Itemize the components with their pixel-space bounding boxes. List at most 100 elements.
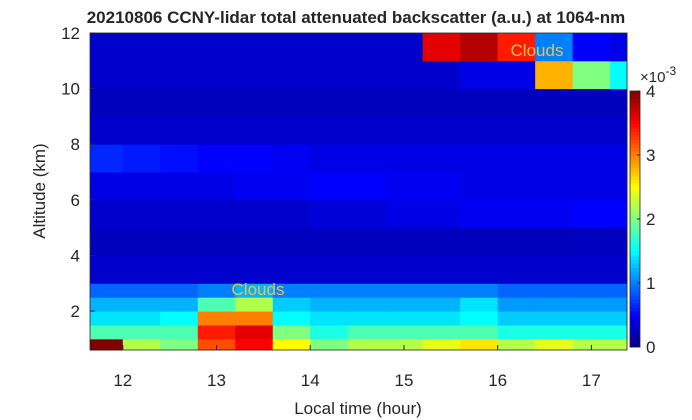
heat-cell xyxy=(272,199,311,229)
heat-cell xyxy=(122,297,161,312)
colorbar-swatch xyxy=(630,111,640,116)
heat-cell xyxy=(235,255,274,284)
heat-cell xyxy=(310,338,349,351)
heat-cell xyxy=(160,172,199,201)
heat-cell xyxy=(497,297,536,312)
colorbar-swatch xyxy=(630,283,640,288)
colorbar-swatch xyxy=(630,307,640,312)
colorbar-swatch xyxy=(630,299,640,304)
colorbar-tick-label: 0 xyxy=(646,338,655,357)
heat-cell xyxy=(235,199,274,229)
heat-cell xyxy=(347,311,386,326)
y-tick-label: 4 xyxy=(71,246,80,265)
colorbar-swatch xyxy=(630,247,640,252)
heat-cell xyxy=(535,324,574,340)
colorbar-swatch xyxy=(630,143,640,148)
colorbar-scale-exponent: -3 xyxy=(665,64,676,78)
heat-cell xyxy=(385,255,424,284)
heat-cell xyxy=(347,60,386,90)
heat-cell xyxy=(610,60,628,90)
x-tick-label: 17 xyxy=(582,371,601,390)
heat-cell xyxy=(310,324,349,340)
heat-cell xyxy=(422,227,461,256)
colorbar-swatch xyxy=(630,239,640,244)
colorbar-swatch xyxy=(630,163,640,168)
heat-cell xyxy=(347,338,386,351)
heat-cell xyxy=(535,283,574,298)
colorbar-swatch xyxy=(630,191,640,196)
colorbar-swatch xyxy=(630,127,640,132)
x-tick-label: 16 xyxy=(488,371,507,390)
heat-cell xyxy=(310,311,349,326)
colorbar-swatch xyxy=(630,135,640,140)
heat-cell xyxy=(610,144,628,173)
heat-cell xyxy=(535,255,574,284)
heat-cell xyxy=(572,116,611,145)
heat-cell xyxy=(90,33,124,62)
colorbar-swatch xyxy=(630,183,640,188)
heat-cell xyxy=(122,88,161,117)
heat-cell xyxy=(235,60,274,90)
heat-cell xyxy=(122,172,161,201)
heat-cell xyxy=(385,144,424,173)
heat-cell xyxy=(610,338,628,351)
heat-cell xyxy=(572,297,611,312)
heat-cell xyxy=(572,144,611,173)
heat-cell xyxy=(497,60,536,90)
colorbar-swatch xyxy=(630,119,640,124)
heat-cell xyxy=(610,199,628,229)
colorbar-swatch xyxy=(630,319,640,324)
heat-cell xyxy=(272,33,311,62)
heat-cell xyxy=(122,199,161,229)
heat-cell xyxy=(122,144,161,173)
heat-cell xyxy=(497,283,536,298)
heat-cell xyxy=(385,324,424,340)
colorbar-scale-base: ×10 xyxy=(640,69,665,86)
colorbar-swatch xyxy=(630,327,640,332)
heat-cell xyxy=(310,297,349,312)
heat-cell xyxy=(90,199,124,229)
heat-cell xyxy=(347,255,386,284)
colorbar-swatch xyxy=(630,151,640,156)
x-axis-label: Local time (hour) xyxy=(294,399,422,418)
heat-cell xyxy=(497,338,536,351)
heat-cell xyxy=(422,88,461,117)
colorbar-swatch xyxy=(630,131,640,136)
heat-cell xyxy=(572,172,611,201)
heat-cell xyxy=(235,297,274,312)
heat-cell xyxy=(535,338,574,351)
heat-cell xyxy=(310,144,349,173)
heat-cell xyxy=(347,33,386,62)
colorbar-swatch xyxy=(630,279,640,284)
heat-cell xyxy=(272,338,311,351)
colorbar-swatch xyxy=(630,199,640,204)
heat-cell xyxy=(160,283,199,298)
heat-cell xyxy=(347,227,386,256)
heat-cell xyxy=(497,227,536,256)
heat-cell xyxy=(272,311,311,326)
heat-cell xyxy=(90,283,124,298)
heat-cell xyxy=(572,324,611,340)
colorbar-swatch xyxy=(630,235,640,240)
colorbar-swatch xyxy=(630,251,640,256)
heat-cell xyxy=(122,60,161,90)
heat-cell xyxy=(610,255,628,284)
heat-cell xyxy=(235,324,274,340)
heat-cell xyxy=(235,33,274,62)
heat-cell xyxy=(160,33,199,62)
colorbar-swatch xyxy=(630,255,640,260)
heat-cell xyxy=(160,60,199,90)
colorbar-swatch xyxy=(630,323,640,328)
heat-cell xyxy=(460,283,499,298)
colorbar-swatch xyxy=(630,107,640,112)
heat-cell xyxy=(610,88,628,117)
heat-cell xyxy=(197,33,236,62)
colorbar-swatch xyxy=(630,155,640,160)
heat-cell xyxy=(535,227,574,256)
x-tick-label: 14 xyxy=(301,371,320,390)
heat-cell xyxy=(610,297,628,312)
colorbar-swatch xyxy=(630,295,640,300)
colorbar-tick-label: 3 xyxy=(646,146,655,165)
colorbar-scale: ×10-3 xyxy=(640,64,676,86)
heat-cell xyxy=(197,116,236,145)
